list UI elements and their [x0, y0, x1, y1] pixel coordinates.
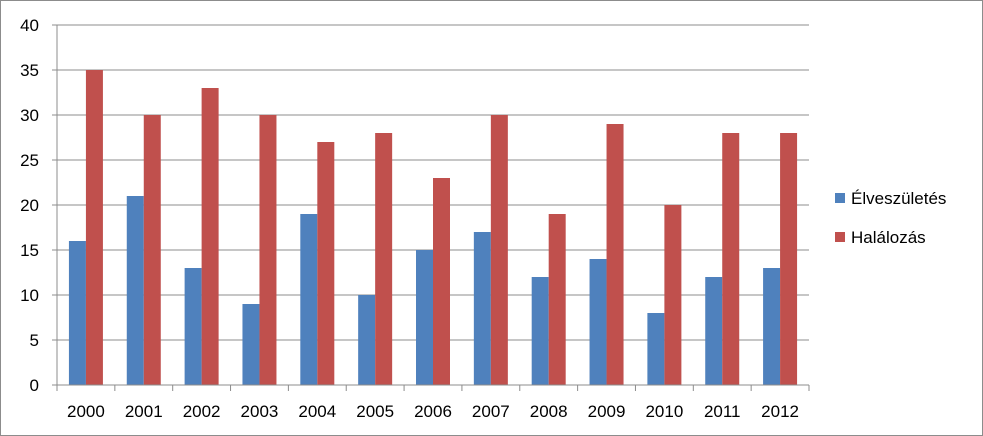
y-tick-labels: 0 5 10 15 20 25 30 35 40: [20, 16, 39, 395]
x-tick-label: 2010: [645, 402, 683, 421]
y-tick-label: 40: [20, 16, 39, 35]
y-tick-label: 10: [20, 286, 39, 305]
x-tick-label: 2009: [588, 402, 626, 421]
legend-label: Halálozás: [851, 228, 926, 247]
x-tick-label: 2001: [125, 402, 163, 421]
x-tick-label: 2011: [704, 402, 741, 421]
y-tick-label: 0: [30, 376, 39, 395]
x-tick-label: 2002: [183, 402, 221, 421]
bar-halalozas: [143, 115, 161, 385]
bar-halalozas: [375, 133, 393, 385]
y-tick-label: 25: [20, 151, 39, 170]
legend-label: Élveszületés: [851, 189, 946, 208]
bar-elveszuletes: [647, 313, 665, 385]
bar-elveszuletes: [473, 232, 491, 385]
bar-elveszuletes: [184, 268, 202, 385]
bar-elveszuletes: [358, 295, 376, 385]
legend-swatch: [835, 232, 845, 242]
x-tick-label: 2000: [67, 402, 105, 421]
y-tick-label: 5: [30, 331, 39, 350]
bar-elveszuletes: [300, 214, 318, 385]
bar-halalozas: [85, 70, 103, 385]
bar-elveszuletes: [416, 250, 433, 385]
bar-halalozas: [780, 133, 798, 385]
bar-elveszuletes: [705, 277, 723, 385]
bar-halalozas: [548, 214, 566, 385]
legend-swatch: [835, 193, 845, 203]
bar-elveszuletes: [589, 259, 607, 385]
x-tick-label: 2006: [414, 402, 452, 421]
bar-elveszuletes: [763, 268, 781, 385]
x-tick-label: 2003: [241, 402, 279, 421]
bar-halalozas: [201, 88, 219, 385]
y-tick-label: 30: [20, 106, 39, 125]
y-tick-label: 35: [20, 61, 39, 80]
bar-halalozas: [259, 115, 277, 385]
bar-elveszuletes: [126, 196, 144, 385]
bar-halalozas: [490, 115, 508, 385]
bar-halalozas: [606, 124, 624, 385]
legend: Élveszületés Halálozás: [835, 189, 946, 247]
bar-halalozas: [317, 142, 335, 385]
bar-elveszuletes: [531, 277, 549, 385]
x-tick-label: 2012: [761, 402, 799, 421]
y-tick-label: 15: [20, 241, 39, 260]
x-tick-label: 2007: [472, 402, 510, 421]
bar-elveszuletes: [242, 304, 260, 385]
axes: [52, 24, 810, 391]
x-tick-labels: 2000 2001 2002 2003 2004 2005 2006 2007 2008 2009…: [67, 402, 799, 421]
bars: [68, 70, 798, 385]
x-tick-label: 2004: [298, 402, 336, 421]
x-tick-label: 2005: [356, 402, 394, 421]
x-tick-label: 2008: [530, 402, 568, 421]
bar-halalozas: [664, 205, 682, 385]
bar-elveszuletes: [68, 241, 86, 385]
y-tick-label: 20: [20, 196, 39, 215]
bar-halalozas: [722, 133, 740, 385]
bar-halalozas: [433, 178, 450, 385]
